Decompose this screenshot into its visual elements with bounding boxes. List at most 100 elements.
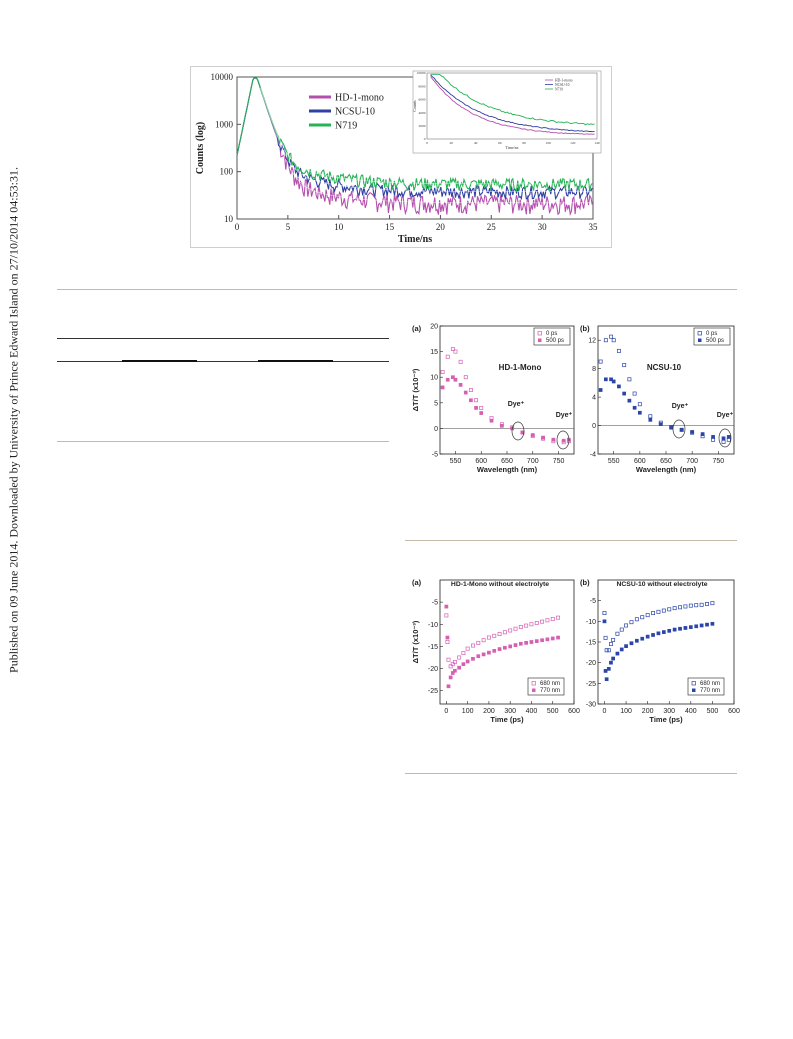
panel-title: NCSU-10 [647,363,682,372]
data-point [632,391,637,396]
data-point [518,641,523,646]
data-point [534,639,539,643]
y-tick-label: -5 [432,452,438,459]
data-point [619,627,624,632]
inset-x-label: Time/ns [506,145,519,150]
data-point [497,632,502,636]
figure-rule [405,540,737,541]
data-point [624,644,628,648]
data-point [450,662,455,667]
y-tick-label: 5 [434,400,438,407]
data-point [481,652,486,657]
x-tick-label: 200 [642,708,654,715]
data-point [518,624,523,629]
inset-legend-label: HD-1-mono [555,78,573,82]
inset-series-2 [430,74,595,133]
data-point [622,391,627,396]
annotation-label: Dye⁺ [556,412,573,419]
data-point [457,655,462,660]
panel-title: HD-1-Mono without electrolyte [451,581,549,588]
data-point [648,414,653,419]
data-point [603,338,608,343]
inset-y-tick: 10000 [417,71,426,75]
data-point [446,657,451,662]
annotation-ellipse [511,421,525,441]
data-point [598,388,603,392]
x-axis-label: Wavelength (nm) [477,465,538,474]
legend-box [533,327,571,346]
data-point [458,383,463,387]
data-point [656,631,661,636]
x-tick-label: 600 [634,458,646,465]
y-tick-label: 10 [224,214,234,224]
legend-label: 500 ps [546,338,564,344]
legend-marker [692,688,696,692]
data-point [450,347,455,351]
plot-frame [439,579,575,705]
inset-y-tick: 6000 [419,98,426,102]
inset-x-tick: 140 [594,141,600,145]
decay-series-1 [236,77,593,217]
inset-plot-frame [426,72,598,140]
y-tick-label: 0 [592,423,596,430]
data-point [598,359,603,364]
ta-spectrum-ncsu10: 550 600 650 700 750 -4 0 4 8 12 Wavelength (nm) (b)… [580,324,735,474]
data-point [611,379,616,384]
y-tick-label: 4 [592,395,596,402]
data-point [469,398,473,403]
data-point [617,384,621,389]
data-point [446,684,451,689]
table-header-segment [258,360,333,362]
y-tick-label: 1000 [215,119,234,129]
data-point [688,603,693,608]
data-point [721,436,726,441]
x-tick-label: 30 [538,222,548,232]
legend-marker [537,331,542,336]
data-point [465,646,470,651]
inset-legend-label: NCSU-10 [555,83,570,87]
data-point [611,637,616,642]
data-point [648,418,653,422]
data-point [540,638,544,643]
y-tick-label: -5 [432,600,438,607]
data-point [672,606,677,611]
data-point [632,405,637,410]
y-tick-label: -30 [586,702,596,709]
x-tick-label: 0 [235,222,240,232]
data-point [492,633,497,638]
data-point [651,633,655,637]
table-header-segment [122,360,197,362]
data-point [445,635,450,640]
x-tick-label: 600 [475,458,487,465]
data-point [634,617,639,622]
data-point [503,645,507,650]
x-axis-label: Time (ps) [490,715,524,724]
legend-label: 770 nm [540,688,560,694]
data-point [721,439,726,444]
x-tick-label: 400 [526,708,538,715]
data-point [609,642,613,647]
y-tick-label: -10 [586,619,596,626]
panel-label: (a) [412,324,422,333]
data-point [463,375,468,380]
inset-x-tick: 100 [546,141,552,145]
y-tick-label: 0 [434,426,438,433]
data-point [497,647,502,651]
data-point [561,438,566,443]
y-tick-label: 100 [220,167,234,177]
data-point [699,602,704,607]
legend-box [527,677,565,696]
data-point [540,619,545,624]
inset-y-tick: 0 [424,137,426,141]
annotation-ellipse [718,428,732,448]
table-header-rule [57,361,389,362]
x-tick-label: 650 [501,458,513,465]
data-point [645,634,650,639]
data-point [635,638,639,643]
section-rule [57,289,737,290]
x-tick-label: 10 [334,222,344,232]
inset-y-tick: 2000 [419,124,426,128]
annotation-label: Dye⁺ [717,412,734,419]
x-tick-label: 35 [589,222,599,232]
data-point [606,667,611,671]
